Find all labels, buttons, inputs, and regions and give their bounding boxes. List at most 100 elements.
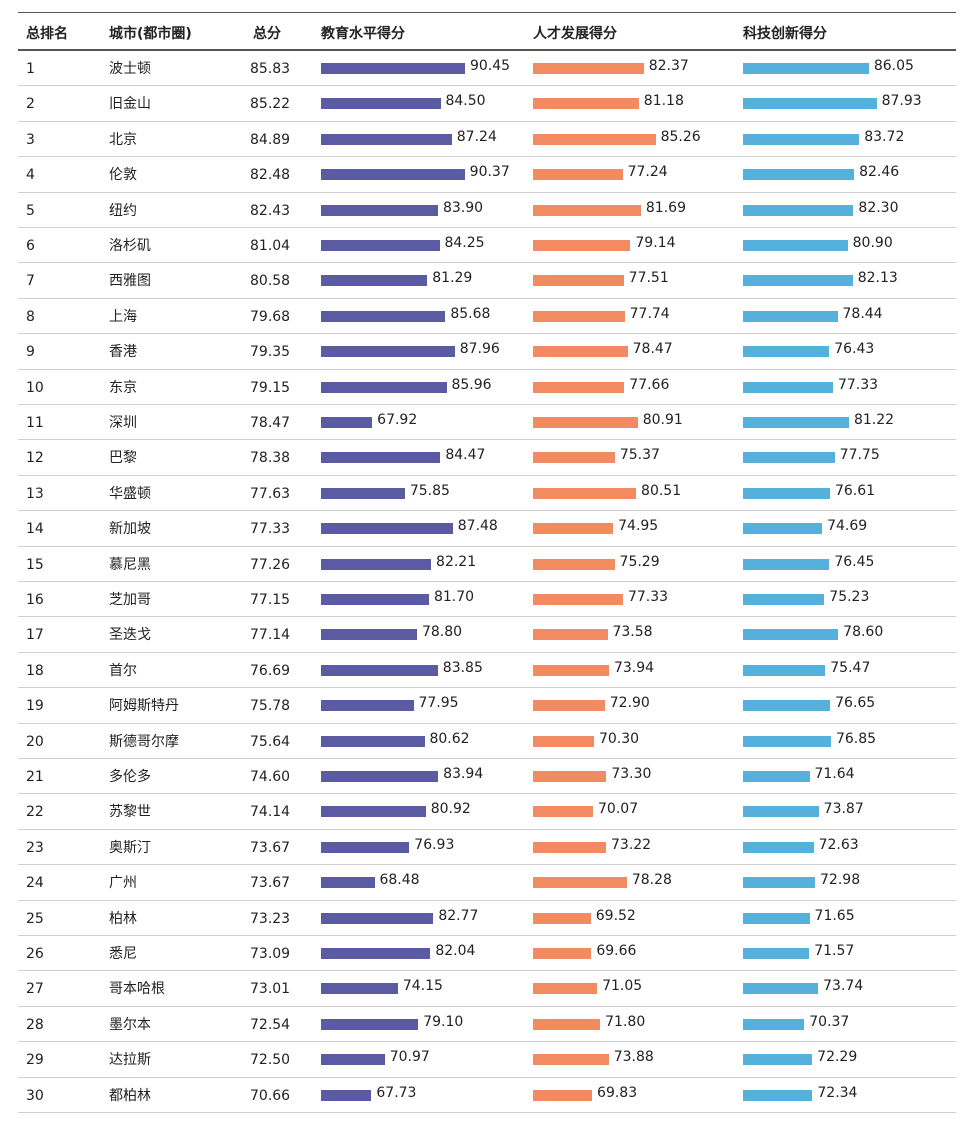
talent-value-label: 81.18 xyxy=(643,93,684,110)
rank-cell: 13 xyxy=(26,485,44,502)
city-cell: 西雅图 xyxy=(109,273,151,290)
rank-cell: 28 xyxy=(26,1016,44,1033)
city-cell: 波士顿 xyxy=(109,61,151,77)
talent-bar xyxy=(533,63,644,74)
total-cell: 77.26 xyxy=(250,556,291,573)
city-cell: 深圳 xyxy=(109,415,137,431)
tech-bar xyxy=(743,240,848,251)
tech-bar xyxy=(743,487,830,499)
talent-value-label: 85.26 xyxy=(660,128,701,145)
total-cell: 80.58 xyxy=(250,273,291,290)
rank-cell: 23 xyxy=(26,839,44,856)
total-cell: 77.33 xyxy=(250,521,291,538)
tech-value-label: 77.75 xyxy=(839,447,880,464)
edu-bar xyxy=(321,948,431,959)
talent-value-label: 77.74 xyxy=(629,305,670,322)
rank-cell: 1 xyxy=(26,61,35,77)
table-row: 3 北京 84.89 87.24 85.26 83.72 xyxy=(18,122,956,158)
talent-bar xyxy=(533,275,624,287)
tech-bar xyxy=(743,452,835,464)
talent-value-label: 70.30 xyxy=(598,730,640,747)
rank-cell: 18 xyxy=(26,662,44,679)
tech-bar xyxy=(743,558,830,570)
rank-cell: 27 xyxy=(26,981,44,998)
edu-value-label: 81.29 xyxy=(432,270,473,287)
total-cell: 74.60 xyxy=(250,769,291,785)
edu-bar xyxy=(321,487,405,499)
total-cell: 82.48 xyxy=(250,167,291,184)
talent-value-label: 73.22 xyxy=(611,836,652,853)
table-row: 24 广州 73.67 68.48 78.28 72.98 xyxy=(18,865,956,901)
tech-value-label: 72.34 xyxy=(817,1084,858,1101)
tech-value-label: 82.13 xyxy=(857,270,898,287)
city-cell: 洛杉矶 xyxy=(109,238,151,254)
city-cell: 首尔 xyxy=(109,662,137,679)
edu-value-label: 82.77 xyxy=(438,907,479,924)
tech-value-label: 87.93 xyxy=(881,93,922,110)
edu-bar xyxy=(321,1054,385,1066)
total-cell: 77.15 xyxy=(250,592,291,608)
city-cell: 柏林 xyxy=(109,910,137,927)
city-cell: 华盛顿 xyxy=(109,485,151,502)
edu-bar xyxy=(321,346,455,358)
city-cell: 哥本哈根 xyxy=(109,981,165,998)
tech-bar xyxy=(743,771,810,782)
table-row: 15 慕尼黑 77.26 82.21 75.29 76.45 xyxy=(18,547,956,582)
city-cell: 北京 xyxy=(109,131,137,148)
city-cell: 斯德哥尔摩 xyxy=(109,733,179,750)
tech-bar xyxy=(743,381,833,393)
edu-bar xyxy=(321,841,410,853)
tech-value-label: 76.61 xyxy=(834,482,876,499)
tech-value-label: 72.63 xyxy=(818,836,859,853)
talent-bar xyxy=(533,912,591,924)
total-cell: 72.50 xyxy=(250,1052,291,1069)
tech-value-label: 82.46 xyxy=(859,164,900,181)
talent-value-label: 73.30 xyxy=(611,766,652,782)
city-cell: 旧金山 xyxy=(109,96,151,113)
talent-bar xyxy=(533,948,592,959)
table-row: 9 香港 79.35 87.96 78.47 76.43 xyxy=(18,334,956,370)
talent-bar xyxy=(533,841,606,853)
edu-value-label: 82.04 xyxy=(435,943,476,959)
table-row: 11 深圳 78.47 67.92 80.91 81.22 xyxy=(18,405,956,441)
edu-value-label: 81.70 xyxy=(433,589,475,605)
tech-value-label: 73.87 xyxy=(823,801,864,818)
edu-bar xyxy=(321,735,425,747)
rank-cell: 2 xyxy=(26,96,35,113)
rank-cell: 4 xyxy=(26,167,35,184)
tech-value-label: 71.64 xyxy=(814,766,855,782)
rank-cell: 12 xyxy=(26,450,44,467)
city-cell: 奥斯汀 xyxy=(109,839,151,856)
total-cell: 73.09 xyxy=(250,946,291,962)
tech-bar xyxy=(743,133,860,145)
edu-bar xyxy=(321,240,440,251)
ranking-table: 总排名 城市(都市圈) 总分 教育水平得分 人才发展得分 科技创新得分 1 波士顿… xyxy=(18,12,956,1113)
talent-bar xyxy=(533,700,605,712)
talent-value-label: 71.80 xyxy=(605,1013,646,1030)
tech-value-label: 82.30 xyxy=(858,199,899,216)
total-cell: 73.67 xyxy=(250,875,291,892)
tech-value-label: 73.74 xyxy=(823,978,864,995)
edu-bar xyxy=(321,310,446,322)
talent-bar xyxy=(533,735,594,747)
city-cell: 纽约 xyxy=(109,202,137,219)
rank-cell: 19 xyxy=(26,698,44,715)
rank-cell: 6 xyxy=(26,238,35,254)
table-row: 20 斯德哥尔摩 75.64 80.62 70.30 76.85 xyxy=(18,724,956,759)
tech-value-label: 70.37 xyxy=(809,1013,850,1030)
tech-value-label: 75.23 xyxy=(829,589,870,605)
edu-bar xyxy=(321,63,465,74)
tech-bar xyxy=(743,1089,813,1101)
table-row: 25 柏林 73.23 82.77 69.52 71.65 xyxy=(18,901,956,936)
edu-bar xyxy=(321,169,465,181)
tech-bar xyxy=(743,948,810,959)
edu-value-label: 83.85 xyxy=(442,659,483,676)
edu-bar xyxy=(321,1089,372,1101)
city-cell: 广州 xyxy=(109,875,137,892)
talent-value-label: 74.95 xyxy=(618,518,659,535)
total-cell: 79.68 xyxy=(250,308,291,325)
talent-bar xyxy=(533,1054,609,1066)
talent-value-label: 77.24 xyxy=(627,164,668,181)
tech-value-label: 76.85 xyxy=(835,730,877,747)
edu-value-label: 70.97 xyxy=(389,1049,430,1066)
